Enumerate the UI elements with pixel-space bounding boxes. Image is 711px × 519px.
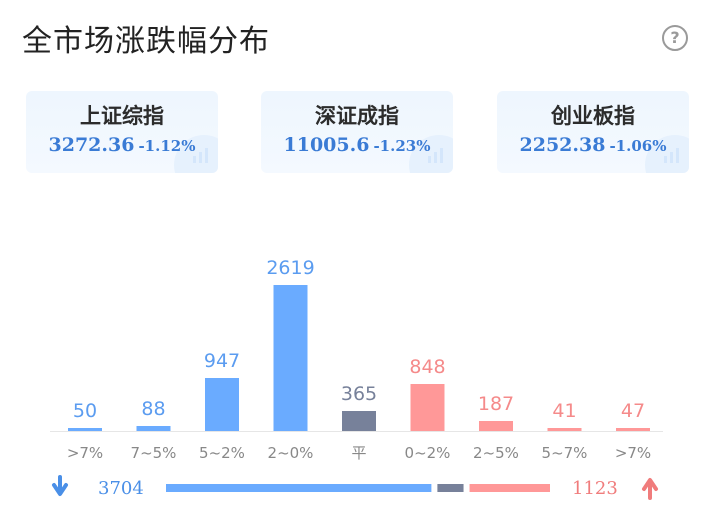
arrow-down-icon [52, 475, 68, 496]
page-title: 全市场涨跌幅分布 [22, 24, 270, 59]
bar-value-label: 2619 [266, 257, 314, 279]
question-circle-icon[interactable]: ? [662, 25, 688, 51]
index-name: 深证成指 [315, 104, 399, 128]
up-total: 1123 [572, 478, 618, 499]
chart-deco-icon [664, 148, 679, 163]
index-value: 11005.6 [283, 134, 370, 156]
bar-0 [68, 428, 102, 431]
index-name: 创业板指 [551, 104, 635, 128]
summary-up-bar [469, 484, 550, 492]
summary-flat-bar [437, 484, 464, 492]
category-label: 2~5% [473, 444, 519, 462]
index-card-sz[interactable]: 深证成指 11005.6 -1.23% [261, 91, 453, 173]
bar-1 [136, 426, 171, 431]
index-card-sh[interactable]: 上证综指 3272.36 -1.12% [26, 91, 218, 173]
category-label: >7% [615, 444, 651, 462]
summary-down-bar [166, 484, 432, 492]
bar-value-label: 848 [409, 356, 445, 378]
category-label: 5~7% [542, 444, 588, 462]
category-label: 平 [351, 444, 366, 462]
category-label: >7% [67, 444, 103, 462]
bar-value-label: 41 [552, 400, 576, 422]
category-label: 5~2% [199, 444, 245, 462]
index-card-cyb[interactable]: 创业板指 2252.38 -1.06% [497, 91, 689, 173]
index-name: 上证综指 [80, 104, 164, 128]
category-label: 0~2% [405, 444, 451, 462]
bar-3 [273, 285, 308, 431]
arrow-up-icon [642, 478, 658, 500]
chart-deco-icon [428, 148, 443, 163]
bar-6 [479, 421, 513, 431]
bar-value-label: 947 [204, 350, 240, 372]
bar-value-label: 365 [341, 383, 377, 405]
category-label: 7~5% [131, 444, 177, 462]
bar-4 [342, 411, 376, 431]
bar-5 [410, 384, 445, 431]
bar-8 [616, 428, 650, 431]
category-label: 2~0% [268, 444, 314, 462]
down-total: 3704 [98, 478, 144, 499]
index-change: -1.23% [373, 137, 431, 155]
index-change: -1.12% [138, 137, 196, 155]
bar-2 [205, 378, 239, 431]
chart-deco-icon [193, 148, 208, 163]
bar-value-label: 187 [478, 393, 514, 415]
bar-7 [547, 428, 582, 431]
index-value: 3272.36 [48, 134, 135, 156]
index-change: -1.06% [609, 137, 667, 155]
index-value: 2252.38 [519, 134, 606, 156]
bar-value-label: 47 [621, 400, 645, 422]
bar-value-label: 88 [141, 398, 165, 420]
bar-value-label: 50 [73, 400, 97, 422]
